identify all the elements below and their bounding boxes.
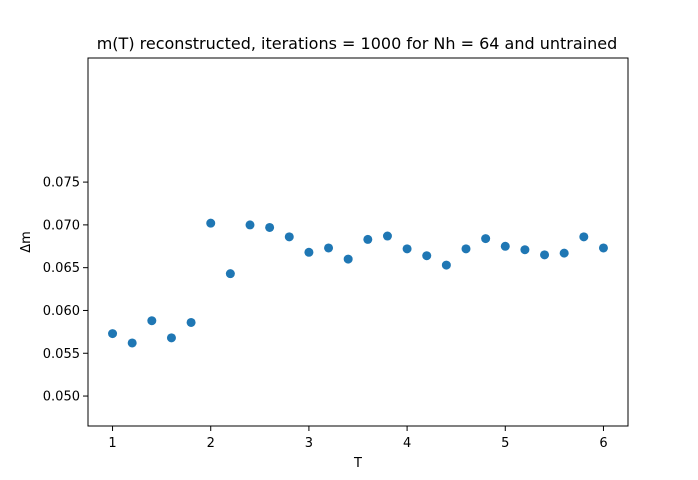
data-point (461, 244, 471, 254)
data-point (265, 222, 275, 232)
data-point (206, 218, 216, 228)
data-point (481, 234, 491, 244)
x-tick-label: 2 (207, 436, 215, 451)
x-tick-label: 6 (599, 436, 607, 451)
data-point (324, 243, 334, 253)
data-point (500, 241, 510, 251)
data-point (402, 244, 412, 254)
data-point (186, 317, 196, 327)
data-point (441, 260, 451, 270)
y-tick-label: 0.075 (43, 176, 80, 191)
data-points (108, 218, 608, 348)
y-tick-label: 0.055 (43, 347, 80, 362)
data-point (147, 316, 157, 326)
x-axis-label: T (353, 456, 362, 471)
x-axis-ticks: 1 2 3 4 5 6 (108, 426, 608, 451)
data-point (382, 231, 392, 241)
plot-frame (87, 57, 629, 427)
data-point (520, 245, 530, 255)
y-tick-label: 0.070 (43, 218, 80, 233)
data-point (598, 243, 608, 253)
x-tick-label: 4 (403, 436, 411, 451)
y-tick-label: 0.050 (43, 390, 80, 405)
y-tick-label: 0.060 (43, 304, 80, 319)
data-point (108, 329, 118, 339)
y-axis-ticks: 0.050 0.055 0.060 0.065 0.070 0.075 (43, 176, 88, 405)
data-point (540, 250, 550, 260)
y-axis-label: Δm (19, 231, 34, 253)
data-point (343, 254, 353, 264)
data-point (284, 232, 294, 242)
y-tick-label: 0.065 (43, 261, 80, 276)
data-point (225, 269, 235, 279)
data-point (559, 248, 569, 258)
data-point (304, 247, 314, 257)
data-point (579, 232, 589, 242)
data-point (422, 251, 432, 261)
x-tick-label: 3 (305, 436, 313, 451)
x-tick-label: 1 (108, 436, 116, 451)
data-point (363, 234, 373, 244)
chart-title: m(T) reconstructed, iterations = 1000 fo… (97, 34, 618, 53)
data-point (127, 338, 137, 348)
x-tick-label: 5 (501, 436, 509, 451)
data-point (245, 220, 255, 230)
data-point (166, 333, 176, 343)
